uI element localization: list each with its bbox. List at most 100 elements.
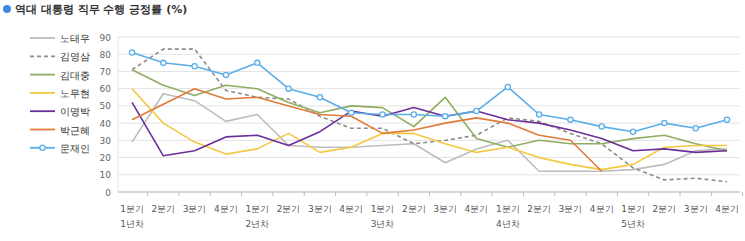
- x-tick: [210, 192, 211, 196]
- x-tick-label: 4분기: [214, 204, 238, 214]
- y-tick-label: 90: [100, 33, 112, 43]
- x-group-label: 5년차: [621, 219, 645, 229]
- x-tick-label: 1분기: [496, 204, 520, 214]
- y-tick-label: 50: [100, 101, 112, 111]
- x-tick: [178, 192, 179, 196]
- x-tick: [241, 192, 242, 196]
- legend-marker: [40, 145, 45, 150]
- series-marker: [724, 117, 729, 122]
- y-tick-label: 60: [100, 84, 112, 94]
- x-tick-label: 3분기: [684, 204, 708, 214]
- x-tick-label: 2분기: [653, 204, 677, 214]
- x-tick: [617, 192, 618, 196]
- legend-label: 노무현: [60, 88, 90, 99]
- series-marker: [568, 117, 573, 122]
- x-group-label: 4년차: [496, 219, 520, 229]
- legend-swatch: [30, 110, 55, 112]
- x-tick: [460, 192, 461, 196]
- series-marker: [630, 129, 635, 134]
- series-marker: [537, 112, 542, 117]
- legend-label: 이명박: [60, 106, 90, 117]
- y-tick-label: 0: [105, 188, 111, 198]
- x-tick-label: 3분기: [183, 204, 207, 214]
- x-tick-label: 4분기: [339, 204, 363, 214]
- y-tick-label: 80: [100, 50, 112, 60]
- legend: 노태우김영삼김대중노무현이명박박근혜문재인: [30, 33, 90, 154]
- series-marker: [255, 60, 260, 65]
- title: 역대 대통령 직무 수행 긍정률 (%): [15, 3, 187, 16]
- legend-swatch: [30, 74, 55, 76]
- series-marker: [693, 126, 698, 131]
- x-tick-label: 4분기: [590, 204, 614, 214]
- x-tick-label: 1분기: [371, 204, 395, 214]
- series-line: [132, 89, 602, 172]
- series-line: [132, 49, 727, 182]
- x-tick: [742, 192, 743, 196]
- series-marker: [380, 112, 385, 117]
- series-marker: [349, 110, 354, 115]
- plot-area: [129, 49, 729, 182]
- grid-line: [118, 140, 740, 141]
- grid-line: [118, 174, 740, 175]
- grid-line: [118, 105, 740, 106]
- legend-label: 문재인: [60, 143, 90, 154]
- y-tick-label: 30: [100, 136, 112, 146]
- x-tick-label: 4분기: [465, 204, 489, 214]
- x-tick: [335, 192, 336, 196]
- y-tick-label: 70: [100, 67, 112, 77]
- y-axis: [118, 37, 119, 192]
- grid-line: [118, 54, 740, 55]
- x-tick-label: 1분기: [245, 204, 269, 214]
- x-tick: [648, 192, 649, 196]
- x-tick-label: 2분기: [527, 204, 551, 214]
- x-tick: [366, 192, 367, 196]
- x-group-label: 1년차: [120, 219, 144, 229]
- x-tick-label: 4분기: [715, 204, 739, 214]
- series-line: [132, 89, 727, 170]
- x-tick: [523, 192, 524, 196]
- series-marker: [223, 72, 228, 77]
- series-marker: [411, 112, 416, 117]
- x-tick: [711, 192, 712, 196]
- series-marker: [161, 60, 166, 65]
- x-tick: [492, 192, 493, 196]
- grid-line: [118, 88, 740, 89]
- x-tick: [429, 192, 430, 196]
- legend-swatch: [30, 92, 55, 94]
- x-tick: [147, 192, 148, 196]
- series-marker: [505, 84, 510, 89]
- grid-line: [118, 37, 740, 38]
- series-line: [132, 94, 727, 172]
- series-marker: [192, 64, 197, 69]
- x-group-label: 3년차: [371, 219, 395, 229]
- chart: 역대 대통령 직무 수행 긍정률 (%) 0 10 20 30 40 50 60 70 80 90 1…: [0, 0, 745, 241]
- x-tick: [554, 192, 555, 196]
- x-tick: [680, 192, 681, 196]
- y-tick-label: 20: [100, 153, 112, 163]
- y-tick-label: 10: [100, 170, 112, 180]
- legend-label: 김영삼: [60, 51, 90, 62]
- x-tick: [586, 192, 587, 196]
- x-tick-label: 3분기: [433, 204, 457, 214]
- series-line: [132, 53, 727, 132]
- legend-swatch: [30, 55, 55, 57]
- legend-label: 박근혜: [60, 125, 90, 136]
- grid-line: [118, 123, 740, 124]
- series-marker: [599, 124, 604, 129]
- x-tick-label: 3분기: [559, 204, 583, 214]
- legend-label: 김대중: [60, 70, 90, 81]
- series-marker: [443, 114, 448, 119]
- legend-label: 노태우: [60, 33, 90, 44]
- x-tick-label: 3분기: [308, 204, 332, 214]
- legend-swatch: [30, 129, 55, 131]
- series-marker: [286, 86, 291, 91]
- y-tick-label: 40: [100, 119, 112, 129]
- x-tick-label: 2분기: [402, 204, 426, 214]
- x-tick: [272, 192, 273, 196]
- x-tick-label: 1분기: [621, 204, 645, 214]
- title-bullet: [3, 5, 11, 13]
- series-marker: [662, 121, 667, 126]
- x-tick: [304, 192, 305, 196]
- x-tick-label: 1분기: [120, 204, 144, 214]
- x-group-label: 2년차: [245, 219, 269, 229]
